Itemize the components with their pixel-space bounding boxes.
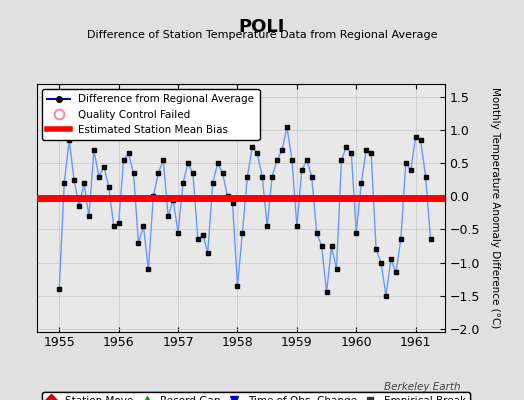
Legend: Station Move, Record Gap, Time of Obs. Change, Empirical Break: Station Move, Record Gap, Time of Obs. C… bbox=[42, 392, 470, 400]
Y-axis label: Monthly Temperature Anomaly Difference (°C): Monthly Temperature Anomaly Difference (… bbox=[489, 87, 499, 329]
Text: POLI: POLI bbox=[239, 18, 285, 36]
Text: Difference of Station Temperature Data from Regional Average: Difference of Station Temperature Data f… bbox=[87, 30, 437, 40]
Text: Berkeley Earth: Berkeley Earth bbox=[385, 382, 461, 392]
